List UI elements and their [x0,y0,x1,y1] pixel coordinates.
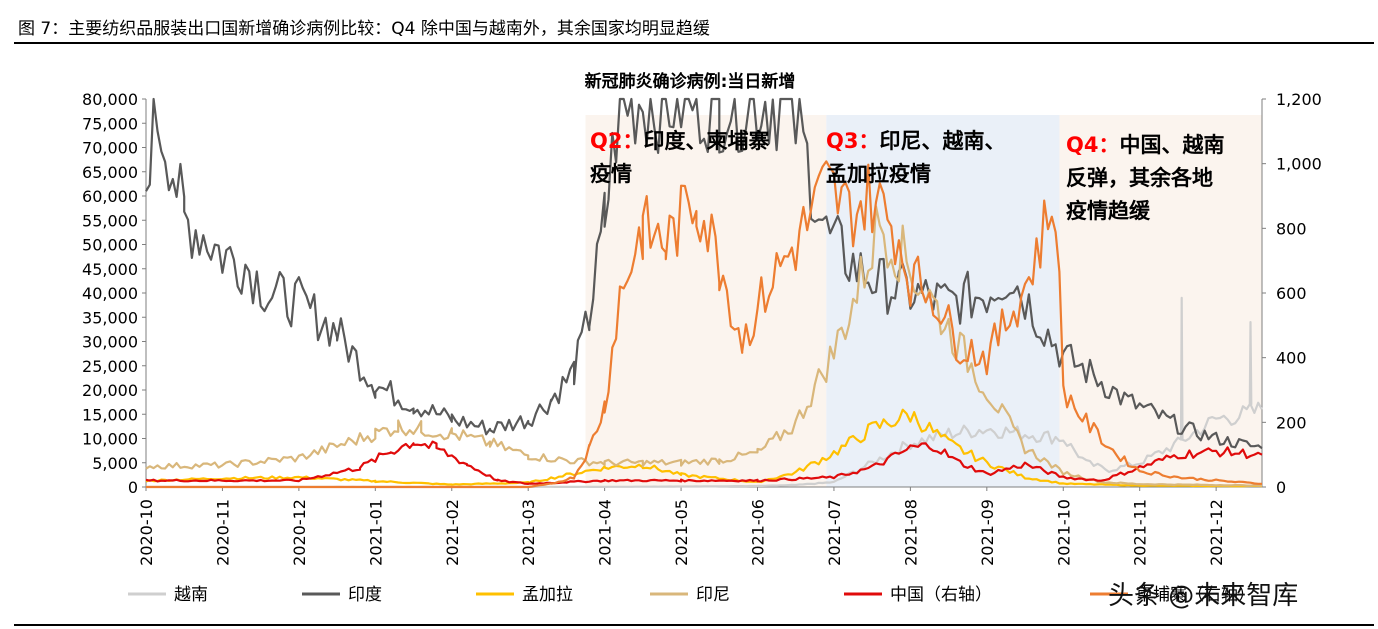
annotation-q2: Q2：印度、柬埔寨 [590,129,769,153]
right-tick-label: 1,200 [1276,90,1322,109]
x-tick-label: 2021-07 [825,499,844,566]
annotation-quarter: Q3： [826,129,879,153]
left-tick-label: 65,000 [82,163,138,182]
x-tick-label: 2021-10 [1054,499,1073,566]
quarter-bands [585,115,1262,487]
annotation-q3: Q3：印尼、越南、 [826,129,1005,153]
left-tick-label: 60,000 [82,187,138,206]
series-line-2 [145,408,1263,488]
figure-caption: 图 7：主要纺织品服装出口国新增确诊病例比较：Q4 除中国与越南外，其余国家均明… [18,19,710,39]
left-tick-label: 50,000 [82,236,138,255]
band-q2 [585,115,827,487]
right-tick-label: 1,000 [1276,155,1322,174]
x-tick-label: 2021-05 [672,499,691,566]
chart-title: 新冠肺炎确诊病例:当日新增 [585,71,796,92]
annotation-line: 中国、越南 [1119,133,1224,157]
right-tick-label: 800 [1276,219,1307,238]
annotation-line: 印尼、越南、 [879,129,1005,153]
legend-label: 柬埔寨（右轴） [1136,585,1255,605]
x-tick-label: 2021-02 [443,499,462,566]
annotation-quarter: Q4： [1066,133,1119,157]
right-tick-label: 200 [1276,413,1307,432]
left-tick-label: 0 [128,478,138,497]
left-tick-label: 70,000 [82,139,138,158]
annotation-line: 反弹，其余各地 [1066,166,1213,190]
legend-label: 印度 [348,585,382,605]
right-tick-label: 600 [1276,284,1307,303]
left-tick-label: 20,000 [82,381,138,400]
x-tick-label: 2021-08 [901,499,920,566]
annotation-line: 印度、柬埔寨 [643,129,769,153]
annotation-line: 疫情 [590,162,632,186]
legend-label: 越南 [174,585,208,605]
right-tick-label: 0 [1276,478,1286,497]
x-tick-label: 2021-12 [1207,499,1226,566]
x-tick-label: 2020-12 [290,499,309,566]
chart-legend: 越南 印度 孟加拉 印尼 中国（右轴） 柬埔寨（右轴） [128,585,1255,605]
chart-series [145,97,1263,489]
left-tick-label: 35,000 [82,308,138,327]
watermark-text: 头条 @未来智库 [1108,581,1299,611]
left-tick-label: 10,000 [82,430,138,449]
series-line-4 [145,440,1263,485]
legend-label: 印尼 [696,585,730,605]
bottom-divider [14,624,1374,626]
top-divider [14,42,1374,44]
left-tick-label: 15,000 [82,405,138,424]
x-tick-label: 2021-03 [519,499,538,566]
annotation-quarter: Q2： [590,129,643,153]
left-tick-label: 5,000 [92,454,138,473]
left-tick-label: 45,000 [82,260,138,279]
x-tick-label: 2020-11 [213,499,232,566]
left-tick-label: 40,000 [82,284,138,303]
right-tick-label: 400 [1276,349,1307,368]
left-tick-label: 75,000 [82,114,138,133]
series-line-5 [146,160,1262,489]
annotation-line: 疫情趋缓 [1066,199,1151,223]
x-tick-label: 2020-10 [137,499,156,566]
x-tick-label: 2021-09 [978,499,997,566]
left-tick-label: 55,000 [82,211,138,230]
left-tick-label: 25,000 [82,357,138,376]
annotation-q4: Q4：中国、越南 [1066,133,1224,157]
x-tick-label: 2021-01 [366,499,385,566]
series-line-1 [145,97,1263,450]
left-tick-label: 80,000 [82,90,138,109]
series-line-3 [145,205,1263,487]
left-tick-label: 30,000 [82,333,138,352]
x-tick-label: 2021-04 [596,499,615,566]
legend-label: 孟加拉 [522,585,573,605]
legend-label: 中国（右轴） [890,585,992,605]
x-tick-label: 2021-11 [1131,499,1150,566]
chart-annotations: Q2：印度、柬埔寨疫情Q3：印尼、越南、孟加拉疫情Q4：中国、越南反弹，其余各地… [590,129,1224,223]
annotation-line: 孟加拉疫情 [826,162,931,186]
x-tick-label: 2021-06 [749,499,768,566]
